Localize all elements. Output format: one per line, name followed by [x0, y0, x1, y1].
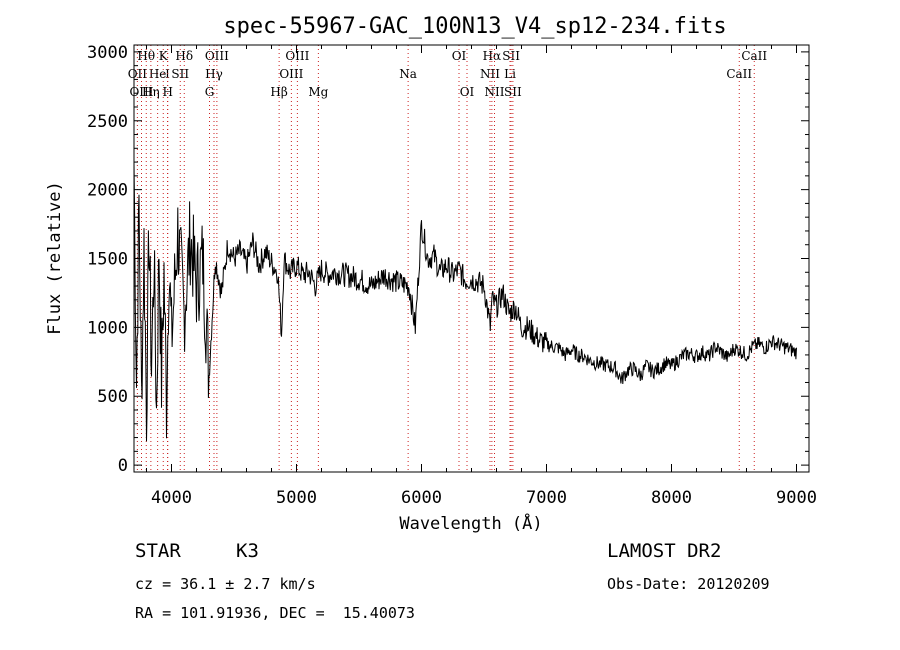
y-tick-label: 2000 [87, 181, 128, 201]
line-marker-label: NII [485, 85, 505, 99]
y-tick-label: 1500 [87, 250, 128, 270]
y-tick-label: 3000 [87, 43, 128, 63]
object-class: STAR [135, 540, 181, 562]
spectrum-series [133, 162, 797, 442]
survey-name: LAMOST DR2 [607, 540, 722, 562]
observation-date: Obs-Date: 20120209 [607, 575, 770, 593]
line-marker-label: He [149, 67, 167, 81]
y-tick-label: 0 [118, 456, 128, 476]
line-marker-label: Na [399, 67, 417, 81]
line-marker-label: SII [502, 49, 520, 63]
line-marker-label: Li [504, 67, 516, 81]
x-tick-label: 5000 [276, 488, 317, 508]
y-axis: 0 500 1000 1500 2000 2500 3000 [87, 43, 809, 476]
x-tick-label: 9000 [776, 488, 817, 508]
line-marker-label: OIII [279, 67, 303, 81]
x-tick-label: 8000 [651, 488, 692, 508]
line-marker-label: Mg [308, 85, 328, 99]
line-marker-label: Hγ [205, 67, 223, 81]
line-marker-label: Hβ [270, 85, 287, 99]
line-marker-label: Hθ [137, 49, 155, 63]
line-marker-label: OIII [285, 49, 309, 63]
line-marker-label: NII [480, 67, 500, 81]
line-marker-label: Hη [142, 85, 160, 99]
line-marker-label: SII [504, 85, 522, 99]
chart-title: spec-55967-GAC_100N13_V4_sp12-234.fits [223, 14, 726, 39]
x-axis-label: Wavelength (Å) [399, 512, 542, 534]
line-marker-label: Hα [483, 49, 502, 63]
y-axis-label: Flux (relative) [45, 181, 65, 335]
line-marker-label: OII [128, 67, 148, 81]
y-tick-label: 1000 [87, 318, 128, 338]
x-tick-label: 6000 [401, 488, 442, 508]
line-marker-label: Hδ [175, 49, 193, 63]
line-marker-label: G [205, 85, 215, 99]
x-tick-label: 7000 [526, 488, 567, 508]
y-tick-label: 500 [97, 387, 128, 407]
x-tick-label: 4000 [151, 488, 192, 508]
object-subclass: K3 [236, 540, 259, 562]
line-marker-label: OI [452, 49, 467, 63]
line-marker-label: CaII [726, 67, 752, 81]
line-marker-label: H [163, 85, 173, 99]
line-marker-label: K [159, 49, 169, 63]
line-marker-label: OI [460, 85, 475, 99]
x-axis: 4000 5000 6000 7000 8000 9000 [146, 45, 817, 508]
coordinates: RA = 101.91936, DEC = 15.40073 [135, 604, 415, 622]
spectrum-line [133, 162, 797, 442]
line-markers: HθKHδOIIIOIIIOIHαSIICaIIOIIHeISIIHγOIIIN… [128, 45, 767, 472]
line-marker-label: OIII [129, 85, 153, 99]
redshift-velocity: cz = 36.1 ± 2.7 km/s [135, 575, 316, 593]
line-marker-label: SII [171, 67, 189, 81]
line-marker-label: CaII [741, 49, 767, 63]
line-marker-label: OIII [205, 49, 229, 63]
y-tick-label: 2500 [87, 112, 128, 132]
